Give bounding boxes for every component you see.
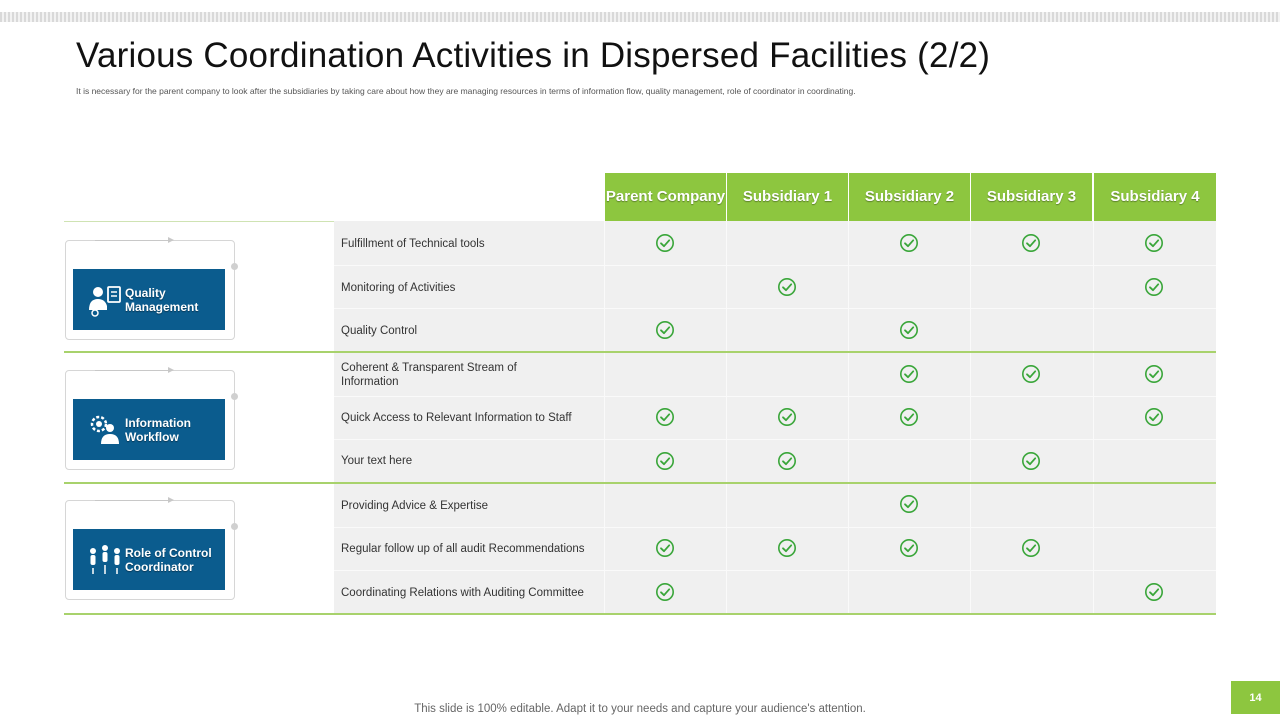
card-arrow [95,497,174,503]
activity-label: Your text here [341,455,413,467]
check-icon [778,408,796,426]
column-header-subsidiary-3: Subsidiary 3 [971,173,1092,221]
people-network-icon [90,544,120,574]
check-icon [656,539,674,557]
category-label: Quality Management [125,285,199,314]
activity-label: Quick Access to Relevant Information to … [341,412,572,424]
check-icon [900,539,918,557]
check-icon [656,452,674,470]
group-divider [64,351,1216,353]
card-dot [231,263,238,270]
check-icon [1022,365,1040,383]
column-header-parent-company: Parent Company [605,173,726,221]
check-icon [656,234,674,252]
column-separator [726,221,727,614]
column-separator [970,221,971,614]
check-icon [900,321,918,339]
category-card-information-workflow: Information Workflow [73,399,225,460]
slide-subtitle: It is necessary for the parent company t… [76,86,856,96]
check-icon [778,278,796,296]
column-header-subsidiary-1: Subsidiary 1 [727,173,848,221]
row-separator [334,570,1216,571]
card-arrow [95,237,174,243]
check-icon [778,539,796,557]
column-header-subsidiary-2: Subsidiary 2 [849,173,970,221]
activity-label: Monitoring of Activities [341,281,456,294]
check-icon [656,408,674,426]
table-bottom-border [64,613,1216,615]
check-icon [1022,234,1040,252]
row-separator [334,265,1216,266]
card-dot [231,523,238,530]
team-quality-icon [89,285,121,317]
group-divider [64,482,1216,484]
check-icon [778,452,796,470]
table-body-background [334,221,1216,614]
card-arrow [95,367,174,373]
row-separator [334,308,1216,309]
activity-label: Regular follow up of all audit Recommend… [341,543,585,555]
top-decorative-stripe [0,12,1280,22]
check-icon [1145,583,1163,601]
check-icon [1145,365,1163,383]
page-number-badge: 14 [1231,681,1280,714]
activity-label: Quality Control [341,324,418,337]
column-separator [848,221,849,614]
check-icon [1022,539,1040,557]
row-separator [334,527,1216,528]
check-icon [900,495,918,513]
check-icon [900,234,918,252]
activity-label: Coordinating Relations with Auditing Com… [341,586,584,599]
slide-footer: This slide is 100% editable. Adapt it to… [414,703,866,715]
check-icon [1145,234,1163,252]
check-icon [1145,278,1163,296]
activity-label: Fulfillment of Technical tools [341,237,485,250]
row-separator [334,396,1216,397]
gear-person-icon [90,415,119,444]
activity-label: Providing Advice & Expertise [341,499,489,512]
check-icon [656,583,674,601]
check-icon [900,408,918,426]
category-label: Information Workflow [125,415,191,444]
check-icon [900,365,918,383]
row-separator [334,439,1216,440]
column-separator [1093,221,1094,614]
slide-title: Various Coordination Activities in Dispe… [76,36,991,75]
column-header-subsidiary-4: Subsidiary 4 [1094,173,1216,221]
column-separator [604,221,605,614]
card-dot [231,393,238,400]
check-icon [1145,408,1163,426]
activity-label: Coherent & Transparent Stream of Informa… [341,361,517,388]
category-card-role-of-control-coordinator: Role of Control Coordinator [73,529,225,590]
category-label: Role of Control Coordinator [125,545,212,574]
check-icon [1022,452,1040,470]
check-icon [656,321,674,339]
category-card-quality-management: Quality Management [73,269,225,330]
